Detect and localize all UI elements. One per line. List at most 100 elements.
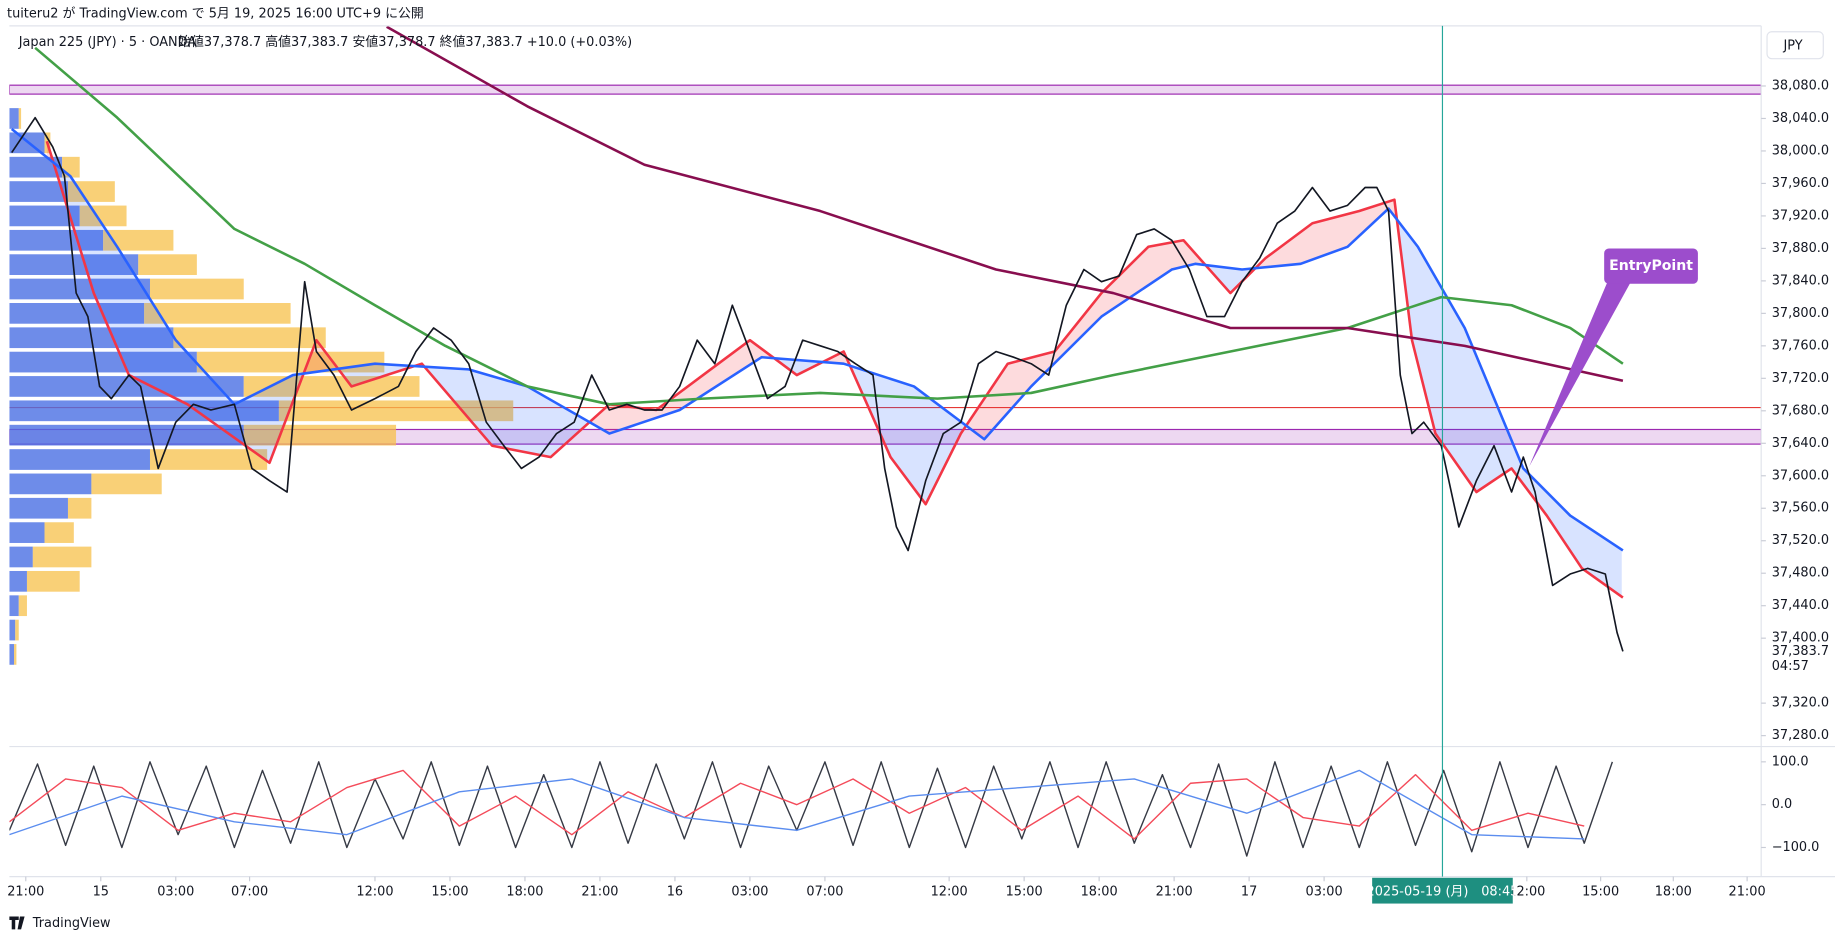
- axes: JPY 37,280.0 37,320.0 37,400.0 37,440.0 37,4…: [7, 25, 1835, 899]
- y-tick-label: 37,680.0: [1772, 403, 1829, 418]
- x-tick-label: 03:00: [731, 884, 768, 899]
- volume-profile-down: [144, 303, 291, 324]
- volume-profile-up: [9, 156, 63, 178]
- x-tick-label: 21:00: [1156, 884, 1193, 899]
- volume-profile-up: [9, 522, 45, 543]
- y-tick-label: 37,560.0: [1772, 501, 1829, 516]
- ohlc-legend: 始値37,378.7 高値37,383.7 安値37,378.7 終値37,38…: [178, 34, 632, 50]
- price-zone: [9, 84, 1762, 95]
- symbol-legend: Japan 225 (JPY) · 5 · OANDA: [18, 35, 197, 50]
- y-tick-label: 37,920.0: [1772, 208, 1829, 223]
- x-tick-label: 18:00: [1081, 884, 1118, 899]
- publish-header: tuiteru2 が TradingView.com で 5月 19, 2025…: [7, 7, 424, 22]
- volume-profile-down: [15, 619, 19, 641]
- y-tick-label: 37,640.0: [1772, 436, 1829, 451]
- x-tick-label: 21:00: [1729, 884, 1766, 899]
- footer: TradingView: [9, 916, 111, 931]
- volume-profile-up: [9, 376, 244, 397]
- y-tick-label: 37,400.0: [1772, 631, 1829, 646]
- y-tick-label: −100.0: [1772, 840, 1820, 855]
- volume-profile-down: [173, 327, 326, 349]
- series-line: [386, 25, 1624, 383]
- price-pane: [9, 25, 1762, 665]
- volume-profile-down: [243, 376, 420, 397]
- volume-profile-up: [9, 181, 68, 202]
- ma-cloud: [590, 340, 776, 434]
- crosshair-label-box: [1372, 877, 1513, 904]
- series-line: [9, 769, 1585, 840]
- volume-profile-down: [26, 570, 80, 592]
- y-tick-label: 37,280.0: [1772, 728, 1829, 743]
- volume-profile-up: [9, 473, 92, 495]
- ma-cloud: [339, 363, 415, 387]
- entry-annotation: EntryPoint: [1529, 248, 1698, 467]
- x-tick-label: 18:00: [506, 884, 543, 899]
- volume-profile-down: [91, 473, 162, 495]
- volume-profile-up: [9, 205, 80, 227]
- series-line: [11, 116, 1624, 652]
- volume-profile-down: [103, 229, 174, 251]
- volume-profile-up: [9, 424, 244, 446]
- volume-profile-up: [9, 619, 16, 641]
- y-tick-label: 37,600.0: [1772, 468, 1829, 483]
- volume-profile-down: [278, 400, 514, 422]
- volume-profile-up: [9, 644, 15, 665]
- volume-profile-down: [32, 546, 92, 568]
- annotation-text: EntryPoint: [1609, 258, 1693, 274]
- y-tick-label: 38,040.0: [1772, 111, 1829, 126]
- volume-profile-up: [9, 400, 279, 422]
- x-tick-label: 21:00: [7, 884, 44, 899]
- x-tick-label: 15:00: [1582, 884, 1619, 899]
- y-tick-label: 37,800.0: [1772, 306, 1829, 321]
- volume-profile-down: [149, 449, 268, 470]
- volume-profile-down: [149, 278, 244, 300]
- volume-profile-up: [9, 497, 68, 519]
- annotation-pointer: [1529, 281, 1632, 467]
- currency-label[interactable]: JPY: [1782, 38, 1802, 53]
- volume-profile-down: [18, 595, 27, 617]
- y-tick-label: 0.0: [1772, 797, 1792, 812]
- volume-profile-up: [9, 546, 33, 568]
- series-line: [45, 140, 1624, 599]
- annotation-box: [1604, 248, 1698, 284]
- volume-profile-up: [9, 303, 145, 324]
- y-tick-label: 37,760.0: [1772, 338, 1829, 353]
- x-tick-label: 07:00: [231, 884, 268, 899]
- y-tick-label: 37,960.0: [1772, 176, 1829, 191]
- ma-cloud: [426, 366, 591, 458]
- x-tick-label: 12:00: [931, 884, 968, 899]
- oscillator-pane: [9, 761, 1614, 857]
- volume-profile-up: [9, 595, 19, 617]
- y-tick-label: 37,440.0: [1772, 598, 1829, 613]
- y-tick-label: 37,880.0: [1772, 241, 1829, 256]
- brand-logo: [9, 916, 25, 930]
- x-tick-label: 12:00: [1508, 884, 1545, 899]
- x-tick-label: 03:00: [1306, 884, 1343, 899]
- currency-button[interactable]: [1766, 31, 1824, 60]
- y-tick-label: 38,000.0: [1772, 143, 1829, 158]
- x-tick-label: 07:00: [806, 884, 843, 899]
- volume-profile-down: [44, 522, 74, 543]
- x-tick-label: 16: [667, 884, 683, 899]
- y-tick-label: 37,720.0: [1772, 371, 1829, 386]
- series-line: [9, 769, 1585, 840]
- x-tick-label: 15:00: [431, 884, 468, 899]
- x-tick-label: 21:00: [581, 884, 618, 899]
- y-tick-label: 37,480.0: [1772, 566, 1829, 581]
- volume-profile-down: [138, 254, 197, 275]
- ma-cloud: [1399, 222, 1622, 597]
- series-line: [10, 128, 1624, 552]
- ma-cloud: [53, 162, 305, 463]
- volume-profile-up: [9, 351, 197, 373]
- y-tick-label: 100.0: [1772, 754, 1809, 769]
- x-tick-label: 12:00: [356, 884, 393, 899]
- volume-profile-down: [79, 205, 127, 227]
- y-tick-label: 37,840.0: [1772, 273, 1829, 288]
- x-tick-label: 15: [93, 884, 109, 899]
- last-price-label: 37,383.7: [1772, 644, 1829, 659]
- series-line: [9, 761, 1614, 857]
- crosshair-label: 2025-05-19 (月) 08:45: [1367, 884, 1519, 899]
- x-tick-label: 03:00: [157, 884, 194, 899]
